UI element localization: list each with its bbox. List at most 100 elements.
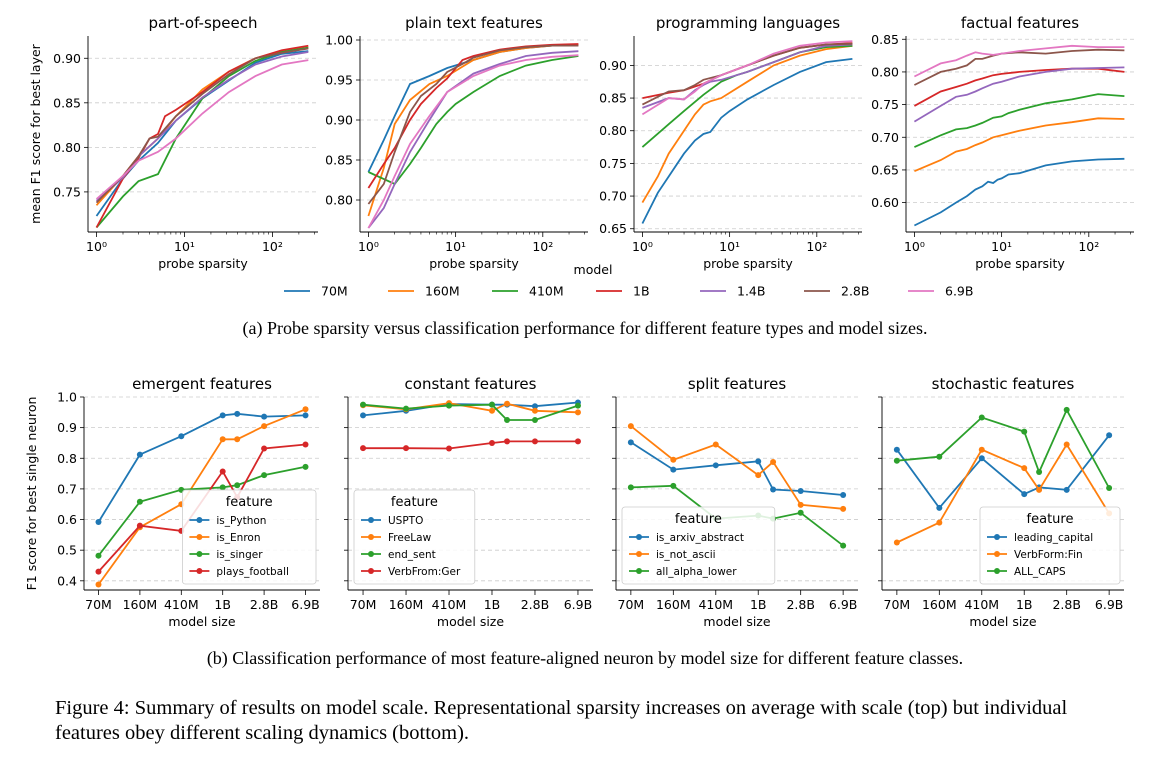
data-point-is-not-ascii: [712, 441, 719, 448]
x-tick-label: 160M: [389, 597, 424, 612]
data-point-plays-football: [136, 522, 143, 529]
chart-part-of-speech: 0.75 0.80 0.85 0.90 part-of-speech probe spar…: [28, 14, 318, 271]
data-point-is-not-ascii: [840, 505, 847, 512]
legend-marker: [196, 568, 203, 574]
x-tick-label: 70M: [350, 597, 377, 612]
series-line-1-4b: [95, 51, 309, 202]
y-tick-label: 0.80: [53, 140, 81, 155]
data-point-verbform-fin: [1063, 441, 1070, 448]
legend: feature is_arxiv_abstract is_not_ascii all_…: [621, 506, 776, 585]
x-tick-label: 10¹: [174, 239, 195, 254]
data-point-is-enron: [219, 436, 226, 443]
chart-emergent-features: 0.4 0.5 0.6 0.7 0.8 0.9 1.0 emergent features mo…: [24, 375, 320, 629]
data-point-freelaw: [574, 409, 581, 416]
data-point-verbfrom-ger: [403, 445, 410, 452]
data-point-is-singer: [95, 552, 102, 559]
y-tick-label: 0.5: [57, 543, 77, 558]
data-point-is-python: [234, 410, 241, 417]
legend-marker: [368, 534, 374, 540]
legend-label-6-9b: 6.9B: [945, 284, 973, 299]
y-tick-label: 0.60: [871, 195, 899, 210]
y-tick-label: 1.00: [325, 33, 353, 48]
data-point-is-not-ascii: [670, 456, 677, 463]
series-line-6-9b: [913, 44, 1125, 78]
x-tick-label: 1B: [750, 597, 767, 612]
chart-title: constant features: [405, 375, 537, 393]
data-point-end-sent: [446, 402, 453, 409]
data-point-plays-football: [219, 468, 226, 475]
y-tick-label: 0.90: [599, 58, 627, 73]
y-tick-label: 0.95: [325, 73, 353, 88]
data-point-all-alpha-lower: [797, 509, 804, 516]
data-point-is-python: [178, 433, 185, 440]
x-tick-label: 6.9B: [1095, 597, 1123, 612]
caption-a: (a) Probe sparsity versus classification…: [242, 318, 928, 338]
series-line-160m: [914, 117, 1125, 173]
legend-marker: [636, 551, 642, 557]
y-tick-label: 1.0: [57, 390, 77, 405]
legend-marker: [636, 568, 642, 574]
data-point-end-sent: [403, 405, 410, 412]
series-line-410m: [368, 55, 579, 186]
data-point-is-python: [136, 451, 143, 458]
y-tick-label: 0.4: [57, 573, 77, 588]
data-point-is-singer: [302, 463, 309, 470]
x-tick-label: 10¹: [719, 239, 740, 254]
x-tick-label: 160M: [123, 597, 158, 612]
data-point-freelaw: [531, 407, 538, 414]
x-tick-label: 2.8B: [786, 597, 814, 612]
y-tick-label: 0.80: [871, 64, 899, 79]
series-line-is-not-ascii: [630, 425, 844, 510]
chart-title: programming languages: [656, 14, 840, 32]
data-point-leading-capital: [1021, 491, 1028, 498]
data-point-leading-capital: [936, 504, 943, 511]
legend-title: feature: [226, 495, 273, 510]
caption-b: (b) Classification performance of most f…: [206, 648, 964, 668]
y-tick-label: 0.70: [599, 189, 627, 204]
series-line-1b: [913, 67, 1125, 107]
y-axis-label: F1 score for best single neuron: [24, 397, 39, 591]
x-tick-label: 70M: [85, 597, 112, 612]
data-point-uspto: [360, 412, 367, 419]
legend-label-is-enron: is_Enron: [216, 532, 260, 544]
data-point-all-caps: [893, 457, 900, 464]
data-point-plays-football: [261, 445, 268, 452]
legend-box: [621, 506, 776, 585]
x-tick-label: 70M: [618, 597, 645, 612]
series-line-70m: [913, 157, 1125, 227]
data-point-leading-capital: [1106, 432, 1113, 439]
series-line-6-9b: [95, 59, 309, 200]
data-point-all-caps: [936, 453, 943, 460]
data-point-is-not-ascii: [797, 501, 804, 508]
y-tick-label: 0.9: [57, 420, 77, 435]
x-tick-label: 410M: [432, 597, 467, 612]
data-point-verbfrom-ger: [531, 438, 538, 445]
legend-marker: [994, 568, 1000, 574]
legend-box: [979, 506, 1121, 585]
chart-split-features: split features model size 70M 160M 410M 1B 2.8…: [612, 375, 858, 629]
data-point-verbfrom-ger: [488, 439, 495, 446]
legend-label-160m: 160M: [425, 284, 460, 299]
data-point-plays-football: [95, 568, 102, 575]
data-point-is-arxiv-abstract: [840, 492, 847, 499]
x-tick-label: 10⁰: [86, 239, 107, 254]
data-point-freelaw: [504, 400, 511, 407]
legend-label-uspto: USPTO: [388, 515, 423, 527]
legend-marker: [196, 534, 203, 540]
y-tick-label: 0.85: [599, 91, 627, 106]
data-point-end-sent: [488, 401, 495, 408]
chart-title: emergent features: [132, 375, 272, 393]
data-point-is-python: [302, 412, 309, 419]
data-point-is-arxiv-abstract: [712, 462, 719, 469]
legend-label-plays-football: plays_football: [216, 566, 289, 578]
data-point-all-caps: [1063, 406, 1070, 413]
x-axis-label: probe sparsity: [975, 256, 1065, 271]
legend-marker: [368, 517, 374, 523]
x-tick-label: 10²: [262, 239, 283, 254]
legend-label-freelaw: FreeLaw: [388, 532, 432, 544]
x-axis-label: model size: [168, 614, 235, 629]
legend-label-is-singer: is_singer: [216, 549, 263, 561]
data-point-plays-football: [302, 441, 309, 448]
x-tick-label: 2.8B: [521, 597, 549, 612]
